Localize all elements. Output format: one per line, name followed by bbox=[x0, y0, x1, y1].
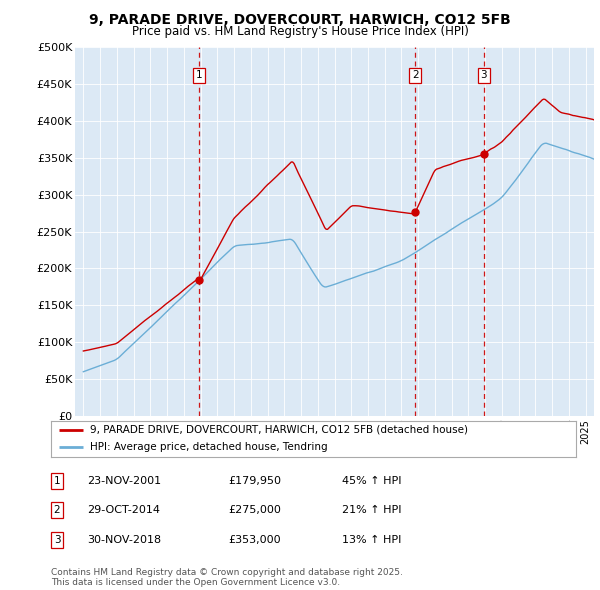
Text: £179,950: £179,950 bbox=[228, 476, 281, 486]
Text: 3: 3 bbox=[481, 70, 487, 80]
Text: 9, PARADE DRIVE, DOVERCOURT, HARWICH, CO12 5FB (detached house): 9, PARADE DRIVE, DOVERCOURT, HARWICH, CO… bbox=[91, 425, 469, 435]
Text: 9, PARADE DRIVE, DOVERCOURT, HARWICH, CO12 5FB: 9, PARADE DRIVE, DOVERCOURT, HARWICH, CO… bbox=[89, 13, 511, 27]
Text: £275,000: £275,000 bbox=[228, 506, 281, 515]
Text: 1: 1 bbox=[53, 476, 61, 486]
Text: Contains HM Land Registry data © Crown copyright and database right 2025.
This d: Contains HM Land Registry data © Crown c… bbox=[51, 568, 403, 587]
Text: £353,000: £353,000 bbox=[228, 535, 281, 545]
Text: 2: 2 bbox=[53, 506, 61, 515]
Text: 23-NOV-2001: 23-NOV-2001 bbox=[87, 476, 161, 486]
Text: HPI: Average price, detached house, Tendring: HPI: Average price, detached house, Tend… bbox=[91, 442, 328, 452]
Text: 1: 1 bbox=[196, 70, 202, 80]
Text: 45% ↑ HPI: 45% ↑ HPI bbox=[342, 476, 401, 486]
Text: 21% ↑ HPI: 21% ↑ HPI bbox=[342, 506, 401, 515]
Text: 30-NOV-2018: 30-NOV-2018 bbox=[87, 535, 161, 545]
Text: 13% ↑ HPI: 13% ↑ HPI bbox=[342, 535, 401, 545]
Text: Price paid vs. HM Land Registry's House Price Index (HPI): Price paid vs. HM Land Registry's House … bbox=[131, 25, 469, 38]
Text: 29-OCT-2014: 29-OCT-2014 bbox=[87, 506, 160, 515]
Text: 2: 2 bbox=[412, 70, 419, 80]
Text: 3: 3 bbox=[53, 535, 61, 545]
